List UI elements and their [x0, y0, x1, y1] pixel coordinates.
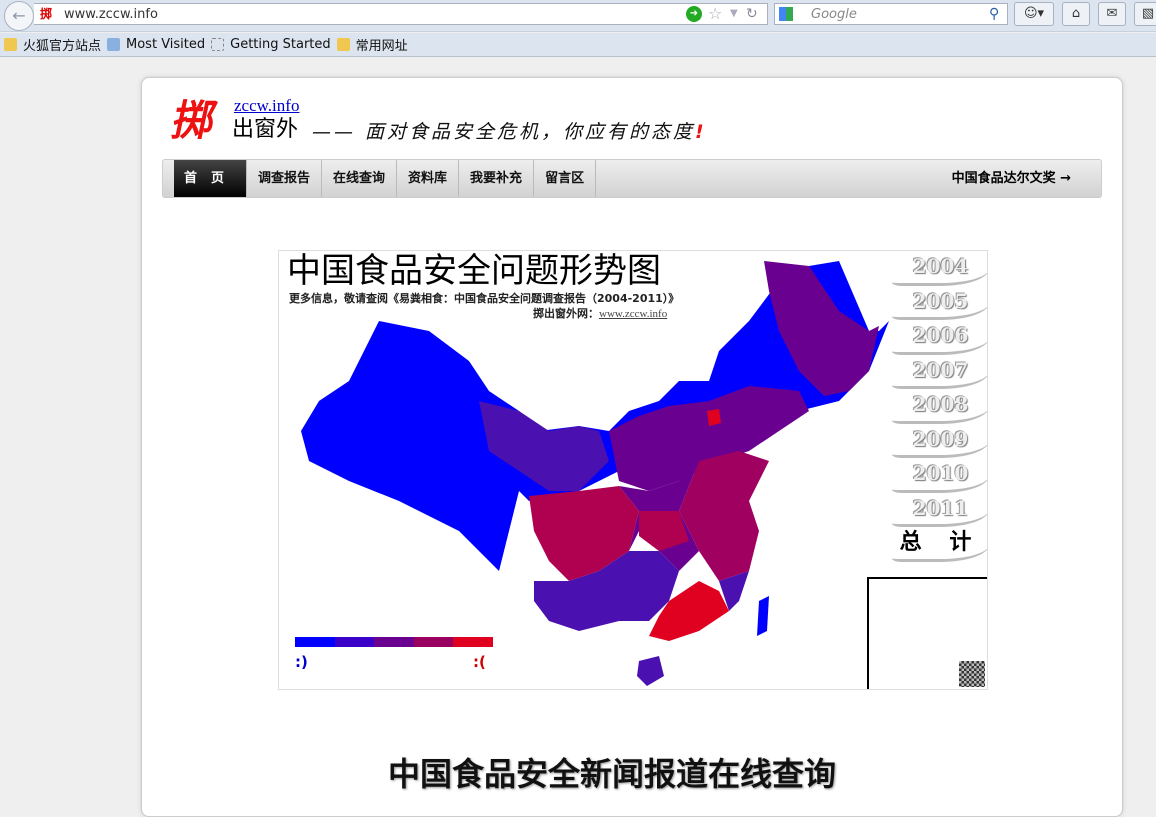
color-legend — [295, 637, 493, 647]
nav-reports[interactable]: 调查报告 — [247, 160, 323, 197]
region-guangdong — [649, 581, 729, 641]
region-taiwan — [757, 596, 769, 636]
nav-library[interactable]: 资料库 — [397, 160, 460, 197]
legend-high-label: :( — [473, 653, 486, 671]
most-visited-icon — [107, 38, 121, 51]
region-west — [301, 261, 889, 571]
go-icon[interactable]: ➜ — [686, 6, 702, 22]
search-icon[interactable]: ⚲ — [989, 6, 1000, 22]
year-2010[interactable]: 2010 — [892, 458, 987, 493]
map-credit-link[interactable]: www.zccw.info — [599, 308, 668, 320]
home-icon[interactable]: ⌂ — [1062, 2, 1090, 26]
region-north — [479, 401, 609, 491]
search-input[interactable]: Google ⚲ — [774, 3, 1008, 25]
map-credit: 掷出窗外网：www.zccw.info — [533, 307, 668, 320]
nav-home[interactable]: 首页 — [174, 160, 247, 197]
year-2006[interactable]: 2006 — [892, 320, 987, 355]
logo[interactable]: 掷 — [167, 96, 221, 145]
nav-guestbook[interactable]: 留言区 — [534, 160, 597, 197]
region-fujian — [719, 571, 749, 611]
reload-icon[interactable]: ↻ — [746, 6, 758, 22]
addon-button[interactable]: ☺▾ — [1014, 2, 1054, 26]
back-button[interactable]: ← — [4, 1, 34, 31]
main-nav: 首页 调查报告 在线查询 资料库 我要补充 留言区 中国食品达尔文奖 → — [162, 159, 1102, 198]
section-title: 中国食品安全新闻报道在线查询 — [387, 755, 836, 793]
qr-code — [959, 661, 985, 687]
screenshot-icon[interactable]: ▧ — [1134, 2, 1156, 26]
region-northeast — [764, 261, 879, 396]
legend-low-label: :) — [295, 653, 308, 671]
year-2009[interactable]: 2009 — [892, 424, 987, 458]
legend-swatch — [334, 637, 375, 647]
year-2011[interactable]: 2011 — [892, 493, 987, 527]
folder-icon — [336, 38, 350, 51]
bookmark-item[interactable]: 火狐官方站点 — [4, 35, 101, 54]
bookmark-item[interactable]: Getting Started — [211, 37, 331, 52]
legend-swatch — [453, 637, 493, 647]
chevron-down-icon[interactable]: ▼ — [730, 8, 738, 19]
browser-toolbar: ← 掷 www.zccw.info ➜ ☆ ▼ ↻ Google ⚲ ☺▾ ⌂ … — [0, 0, 1156, 32]
star-icon[interactable]: ☆ — [708, 4, 723, 23]
region-northcentral — [609, 386, 809, 491]
map-title: 中国食品安全问题形势图 — [287, 251, 661, 291]
folder-icon — [4, 38, 17, 51]
year-2008[interactable]: 2008 — [892, 389, 987, 424]
nav-online-search[interactable]: 在线查询 — [322, 160, 398, 197]
page-card: 掷 zccw.info 出窗外 —— 面对食品安全危机，你应有的态度! 首页 调… — [141, 77, 1123, 817]
nav-darwin-award[interactable]: 中国食品达尔文奖 → — [951, 171, 1071, 186]
bookmarks-bar: 火狐官方站点 Most Visited Getting Started 常用网址 — [0, 33, 1156, 57]
nav-contribute[interactable]: 我要补充 — [459, 160, 535, 197]
china-food-safety-map: 中国食品安全问题形势图 更多信息，敬请查阅《易粪相食：中国食品安全问题调查报告（… — [278, 250, 988, 690]
logo-name: 出窗外 — [232, 117, 299, 142]
year-selector: 2004 2005 2006 2007 2008 2009 2010 2011 … — [892, 251, 987, 576]
slogan: —— 面对食品安全危机，你应有的态度! — [312, 121, 707, 143]
bookmark-item[interactable]: Most Visited — [107, 37, 205, 52]
year-total[interactable]: 总 计 — [892, 527, 987, 562]
url-bar[interactable]: 掷 www.zccw.info ➜ ☆ ▼ ↻ — [34, 3, 768, 25]
region-sichuan — [529, 486, 639, 581]
legend-swatch — [374, 637, 414, 647]
url-text: www.zccw.info — [64, 7, 158, 22]
search-placeholder: Google — [811, 7, 857, 22]
google-icon[interactable] — [779, 7, 793, 21]
legend-swatch — [413, 637, 454, 647]
map-subtitle: 更多信息，敬请查阅《易粪相食：中国食品安全问题调查报告（2004-2011）》 — [289, 292, 680, 305]
logo-url-link[interactable]: zccw.info — [234, 96, 300, 115]
south-china-sea-inset — [867, 577, 987, 689]
year-2005[interactable]: 2005 — [892, 286, 987, 320]
mail-icon[interactable]: ✉ — [1098, 2, 1126, 26]
region-east — [679, 451, 769, 581]
region-south — [534, 551, 679, 631]
favicon-icon: 掷 — [40, 7, 53, 21]
region-hainan — [637, 656, 664, 686]
legend-swatch — [295, 637, 335, 647]
bookmark-item[interactable]: 常用网址 — [336, 35, 408, 54]
region-beijing — [707, 409, 721, 426]
year-2007[interactable]: 2007 — [892, 355, 987, 389]
year-2004[interactable]: 2004 — [892, 251, 987, 286]
china-map-svg[interactable] — [279, 251, 892, 690]
page-icon — [211, 38, 225, 51]
region-hubei — [639, 511, 689, 551]
